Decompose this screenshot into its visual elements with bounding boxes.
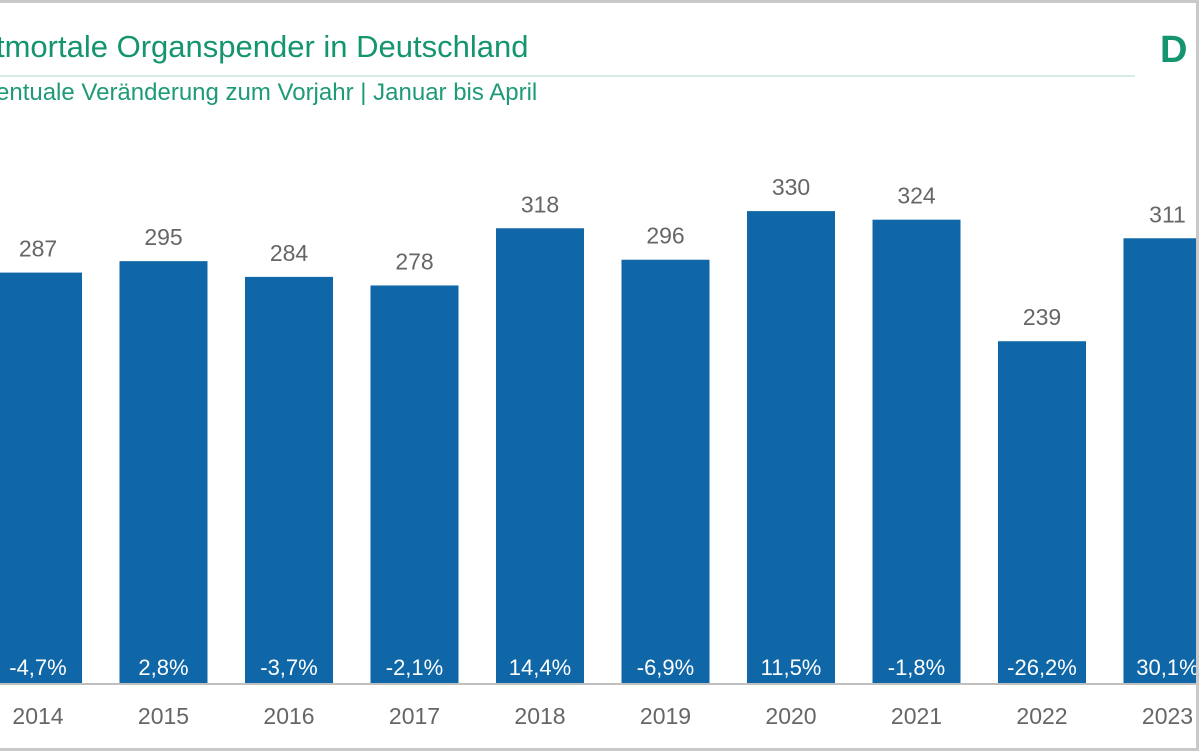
change-label-2017: -2,1% — [386, 655, 443, 680]
bar-2015 — [119, 261, 208, 683]
change-label-2018: 14,4% — [509, 655, 571, 680]
x-tick-label-2021: 2021 — [891, 703, 942, 729]
chart-title: tmortale Organspender in Deutschland — [0, 29, 529, 64]
bar-chart: 287 -4,7% 2014 295 2,8% 2015 284 -3,7% 2016 278 -2… — [0, 174, 1196, 729]
bar-2018 — [496, 228, 584, 683]
x-tick-label-2023: 2023 — [1142, 703, 1193, 729]
value-label-2017: 278 — [395, 248, 433, 274]
bar-2019 — [621, 259, 710, 683]
value-label-2016: 284 — [270, 240, 309, 266]
bar-2016 — [245, 276, 333, 683]
change-label-2015: 2,8% — [138, 655, 188, 680]
bar-2014 — [0, 272, 82, 683]
x-tick-label-2014: 2014 — [12, 703, 63, 729]
bar-2022 — [998, 341, 1086, 683]
change-label-2020: 11,5% — [761, 655, 822, 680]
bar-2020 — [747, 211, 835, 683]
x-tick-label-2016: 2016 — [263, 703, 314, 729]
change-label-2022: -26,2% — [1007, 655, 1077, 680]
x-tick-label-2019: 2019 — [640, 703, 691, 729]
value-label-2019: 296 — [646, 223, 684, 249]
x-tick-label-2017: 2017 — [389, 703, 440, 729]
x-tick-label-2022: 2022 — [1016, 703, 1067, 729]
x-tick-label-2020: 2020 — [765, 703, 816, 729]
brand-logo: D — [1160, 29, 1188, 71]
value-label-2014: 287 — [19, 236, 57, 262]
x-tick-label-2018: 2018 — [514, 703, 565, 729]
bar-2021 — [872, 219, 961, 683]
change-label-2014: -4,7% — [9, 655, 66, 680]
x-tick-label-2015: 2015 — [138, 703, 189, 729]
change-label-2023: 30,1% — [1136, 655, 1196, 680]
chart-subtitle: entuale Veränderung zum Vorjahr | Januar… — [0, 79, 538, 106]
value-label-2015: 295 — [144, 224, 182, 250]
change-label-2019: -6,9% — [637, 655, 694, 680]
bars-group: 287 -4,7% 2014 295 2,8% 2015 284 -3,7% 2016 278 -2… — [0, 174, 1196, 729]
change-label-2016: -3,7% — [260, 655, 317, 680]
change-label-2021: -1,8% — [888, 655, 945, 680]
title-divider — [0, 75, 1135, 77]
bar-2023 — [1123, 238, 1196, 683]
value-label-2022: 239 — [1023, 304, 1061, 330]
value-label-2020: 330 — [772, 174, 810, 200]
value-label-2018: 318 — [521, 191, 559, 217]
value-label-2021: 324 — [897, 183, 936, 209]
bar-2017 — [370, 285, 459, 683]
value-label-2023: 311 — [1149, 201, 1186, 227]
